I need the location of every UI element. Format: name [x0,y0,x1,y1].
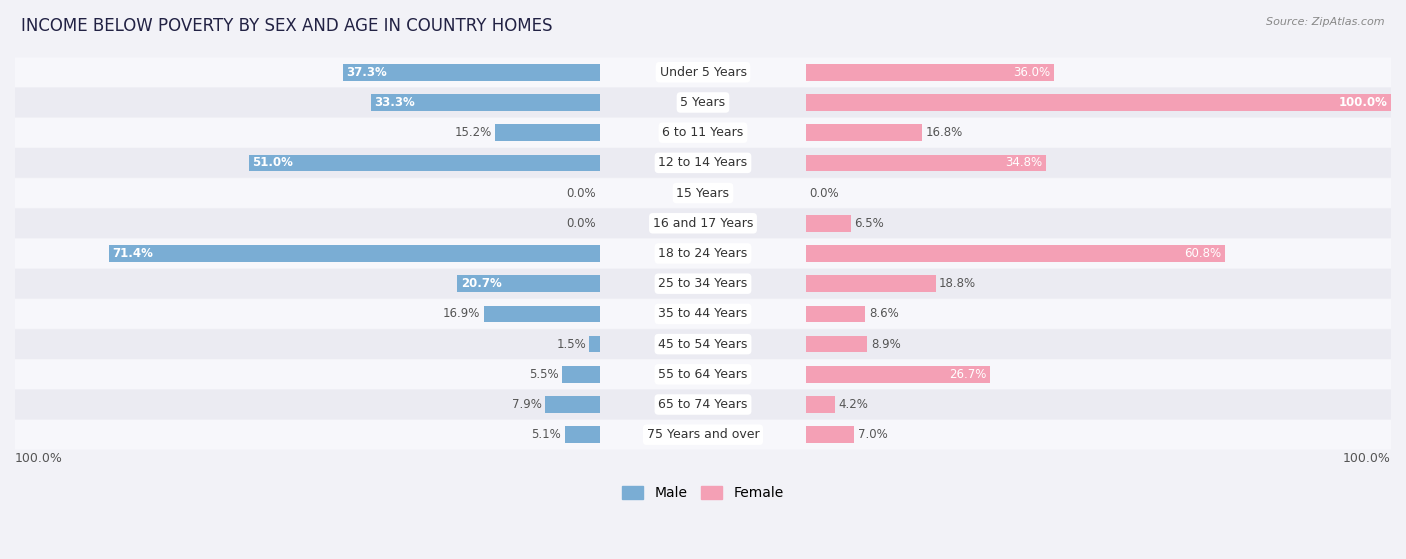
Bar [806,366,990,382]
Text: 15.2%: 15.2% [454,126,492,139]
Bar [562,366,600,382]
Text: 45 to 54 Years: 45 to 54 Years [658,338,748,350]
Bar [806,215,851,231]
Bar [806,64,1054,80]
Bar [484,306,600,322]
Text: 55 to 64 Years: 55 to 64 Years [658,368,748,381]
FancyBboxPatch shape [15,420,1391,449]
FancyBboxPatch shape [15,359,1391,389]
FancyBboxPatch shape [15,239,1391,268]
Bar [457,276,600,292]
Bar [806,306,865,322]
Text: 100.0%: 100.0% [15,452,63,465]
Text: 51.0%: 51.0% [252,157,294,169]
Bar [249,154,600,171]
Text: 0.0%: 0.0% [567,217,596,230]
Text: 37.3%: 37.3% [347,66,388,79]
Text: 8.9%: 8.9% [870,338,901,350]
Text: 25 to 34 Years: 25 to 34 Years [658,277,748,290]
FancyBboxPatch shape [15,329,1391,359]
FancyBboxPatch shape [15,299,1391,329]
Bar [806,336,868,352]
Text: 65 to 74 Years: 65 to 74 Years [658,398,748,411]
Text: 5.1%: 5.1% [531,428,561,441]
Text: 5 Years: 5 Years [681,96,725,109]
Bar [806,427,855,443]
Bar [565,427,600,443]
Text: 12 to 14 Years: 12 to 14 Years [658,157,748,169]
Bar [806,154,1046,171]
Text: 75 Years and over: 75 Years and over [647,428,759,441]
Text: 5.5%: 5.5% [529,368,558,381]
FancyBboxPatch shape [15,178,1391,208]
FancyBboxPatch shape [15,88,1391,117]
Text: 16.8%: 16.8% [925,126,963,139]
Text: Source: ZipAtlas.com: Source: ZipAtlas.com [1267,17,1385,27]
Bar [343,64,600,80]
Text: 7.9%: 7.9% [512,398,541,411]
Text: 4.2%: 4.2% [838,398,869,411]
Text: 18.8%: 18.8% [939,277,976,290]
Text: 8.6%: 8.6% [869,307,898,320]
FancyBboxPatch shape [15,209,1391,238]
Text: INCOME BELOW POVERTY BY SEX AND AGE IN COUNTRY HOMES: INCOME BELOW POVERTY BY SEX AND AGE IN C… [21,17,553,35]
Text: 35 to 44 Years: 35 to 44 Years [658,307,748,320]
Bar [589,336,600,352]
Legend: Male, Female: Male, Female [617,481,789,506]
Text: 16.9%: 16.9% [443,307,479,320]
Bar [806,94,1406,111]
FancyBboxPatch shape [15,118,1391,148]
Text: 60.8%: 60.8% [1184,247,1220,260]
Text: 100.0%: 100.0% [1343,452,1391,465]
Text: 34.8%: 34.8% [1005,157,1042,169]
FancyBboxPatch shape [15,269,1391,299]
Text: 1.5%: 1.5% [557,338,586,350]
Text: 33.3%: 33.3% [374,96,415,109]
Bar [806,245,1225,262]
Text: 100.0%: 100.0% [1339,96,1388,109]
Bar [546,396,600,413]
FancyBboxPatch shape [15,58,1391,87]
Text: 0.0%: 0.0% [810,187,839,200]
Text: 18 to 24 Years: 18 to 24 Years [658,247,748,260]
FancyBboxPatch shape [15,148,1391,178]
Text: 20.7%: 20.7% [461,277,502,290]
Text: 71.4%: 71.4% [112,247,153,260]
Bar [108,245,600,262]
Bar [371,94,600,111]
Bar [806,396,835,413]
Text: 36.0%: 36.0% [1014,66,1050,79]
Text: 0.0%: 0.0% [567,187,596,200]
Text: 16 and 17 Years: 16 and 17 Years [652,217,754,230]
Bar [806,276,935,292]
Text: 26.7%: 26.7% [949,368,987,381]
Text: Under 5 Years: Under 5 Years [659,66,747,79]
Bar [495,124,600,141]
Bar [806,124,922,141]
Text: 6.5%: 6.5% [855,217,884,230]
FancyBboxPatch shape [15,390,1391,419]
Text: 15 Years: 15 Years [676,187,730,200]
Text: 6 to 11 Years: 6 to 11 Years [662,126,744,139]
Text: 7.0%: 7.0% [858,428,887,441]
